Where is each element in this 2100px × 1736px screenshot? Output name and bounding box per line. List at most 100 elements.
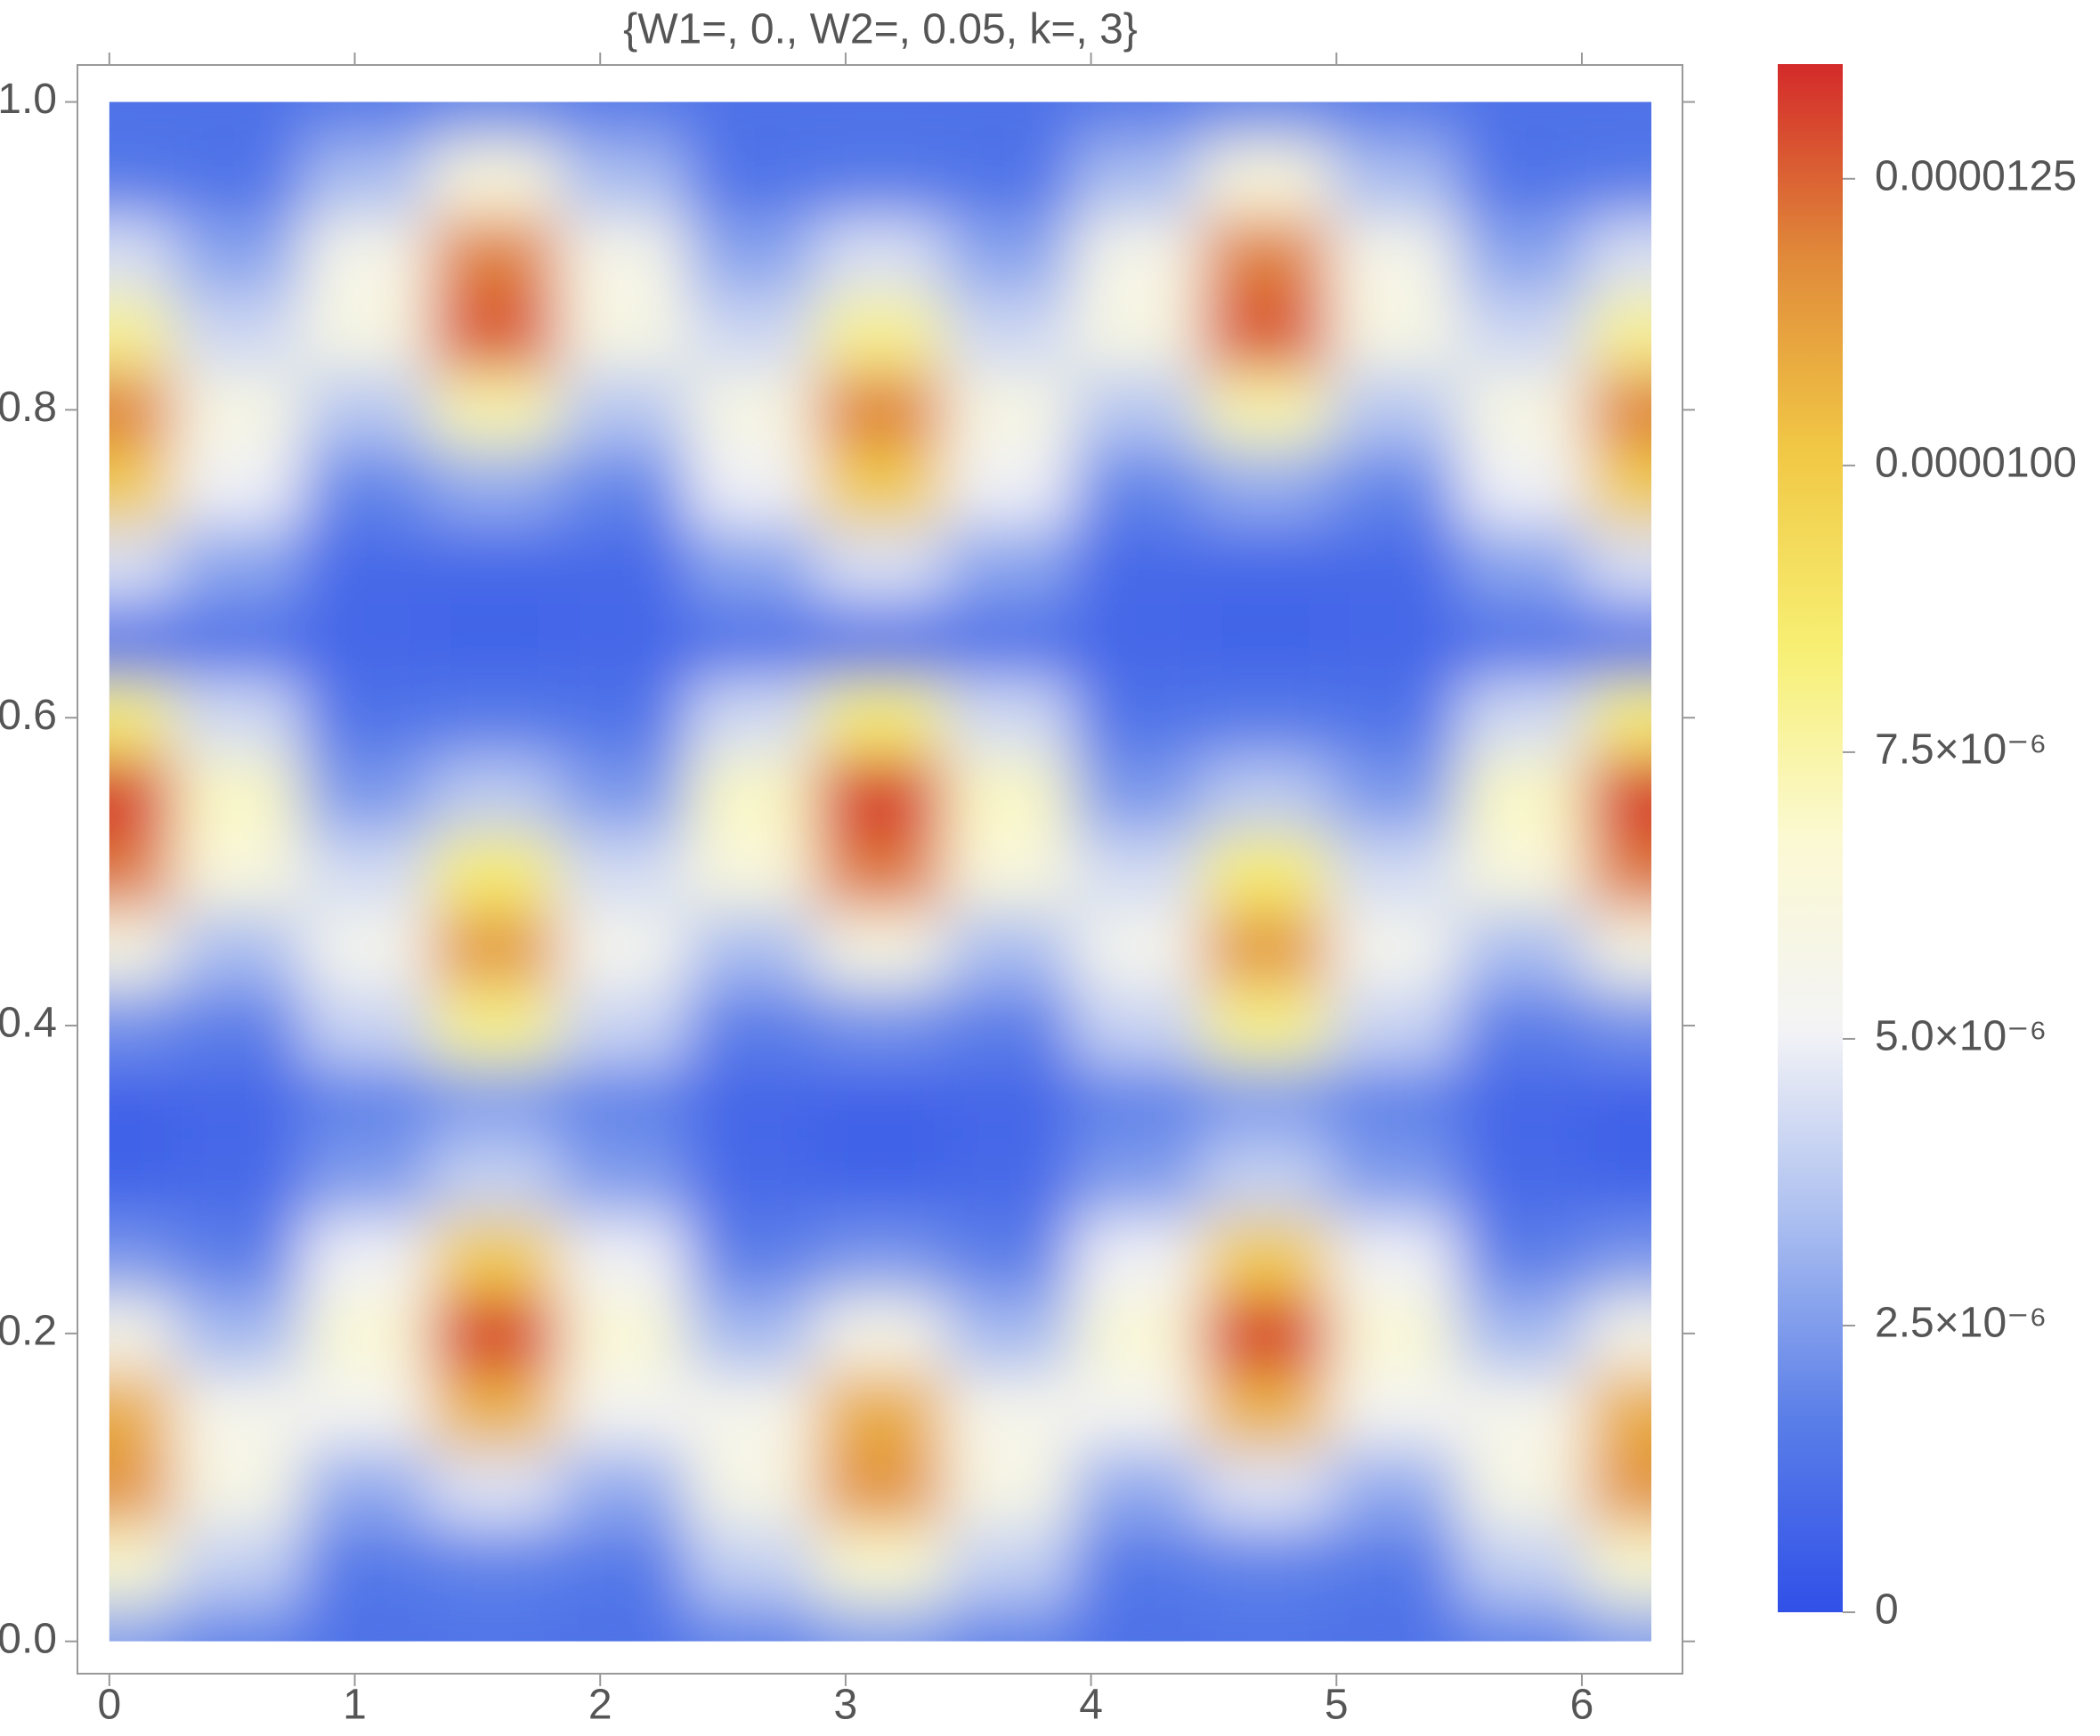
heat-cell bbox=[301, 986, 432, 1065]
heat-cell bbox=[686, 601, 817, 680]
heat-cell bbox=[173, 1525, 303, 1603]
heat-cell bbox=[1586, 1063, 1652, 1142]
heat-cell bbox=[1072, 524, 1203, 603]
heat-cell bbox=[815, 832, 945, 911]
x-tick-label: 0 bbox=[97, 1682, 121, 1729]
heat-cell bbox=[430, 140, 560, 218]
heat-cell bbox=[1201, 294, 1331, 372]
heat-cell bbox=[173, 448, 303, 526]
heat-cell bbox=[301, 601, 432, 680]
heat-cell bbox=[1201, 1371, 1331, 1450]
colorbar-tick-label: 0.0000125 bbox=[1875, 152, 2077, 199]
heat-cell bbox=[1329, 216, 1460, 296]
heat-cell bbox=[1201, 101, 1331, 142]
heat-cell bbox=[815, 140, 945, 218]
heat-cell bbox=[1329, 101, 1460, 142]
heat-cell bbox=[686, 1294, 817, 1373]
heat-cell bbox=[1329, 1294, 1460, 1373]
heat-cell bbox=[301, 294, 432, 372]
heat-cell bbox=[944, 524, 1074, 603]
heat-cell bbox=[558, 1371, 688, 1450]
heat-cell bbox=[109, 986, 174, 1065]
heat-cell bbox=[1072, 448, 1203, 526]
heat-cell bbox=[1458, 1294, 1588, 1373]
x-tick-label: 4 bbox=[1079, 1682, 1103, 1729]
heat-cell bbox=[1586, 832, 1652, 911]
heat-cell bbox=[1586, 448, 1652, 526]
heat-cell bbox=[109, 909, 174, 988]
heat-cell bbox=[173, 1063, 303, 1142]
heat-cell bbox=[1201, 1602, 1331, 1642]
heat-cell bbox=[430, 755, 560, 834]
heat-cell bbox=[815, 755, 945, 834]
heat-cell bbox=[1072, 678, 1203, 757]
heat-cell bbox=[301, 448, 432, 526]
heat-cell bbox=[1072, 1602, 1203, 1642]
heat-cell bbox=[944, 1140, 1074, 1219]
heat-cell bbox=[944, 1294, 1074, 1373]
heat-cell bbox=[686, 986, 817, 1065]
heat-cell bbox=[1201, 1217, 1331, 1296]
heat-cell bbox=[815, 1294, 945, 1373]
heat-cell bbox=[1201, 524, 1331, 603]
heat-cell bbox=[173, 1294, 303, 1373]
heat-cell bbox=[944, 909, 1074, 988]
heat-cell bbox=[1329, 601, 1460, 680]
heat-cell bbox=[1201, 1140, 1331, 1219]
heat-cell bbox=[558, 1525, 688, 1603]
heat-cell bbox=[109, 448, 174, 526]
heat-cell bbox=[301, 1063, 432, 1142]
heat-cell bbox=[944, 140, 1074, 218]
heat-cell bbox=[109, 1448, 174, 1527]
heat-cell bbox=[109, 755, 174, 834]
heat-cell bbox=[301, 1294, 432, 1373]
heat-cell bbox=[1329, 909, 1460, 988]
heat-cell bbox=[686, 1063, 817, 1142]
heat-cell bbox=[1586, 1525, 1652, 1603]
heat-cell bbox=[558, 370, 688, 450]
heat-cell bbox=[301, 678, 432, 757]
heat-cell bbox=[1072, 832, 1203, 911]
heat-cell bbox=[109, 1140, 174, 1219]
heat-cell bbox=[173, 909, 303, 988]
heat-cell bbox=[1586, 755, 1652, 834]
heat-cell bbox=[686, 1602, 817, 1642]
heat-cell bbox=[1329, 448, 1460, 526]
colorbar-tick-label: 0 bbox=[1875, 1586, 1899, 1634]
heat-cell bbox=[301, 1602, 432, 1642]
heat-cell bbox=[1586, 1602, 1652, 1642]
heat-cell bbox=[1201, 448, 1331, 526]
heat-cell bbox=[686, 101, 817, 142]
heatmap-cells bbox=[109, 101, 1652, 1642]
heat-cell bbox=[686, 1140, 817, 1219]
colorbar-tick-label: 2.5×10⁻⁶ bbox=[1875, 1300, 2047, 1347]
x-tick-label: 5 bbox=[1325, 1682, 1349, 1729]
heat-cell bbox=[558, 1217, 688, 1296]
heat-cell bbox=[1586, 1294, 1652, 1373]
heat-cell bbox=[558, 101, 688, 142]
heat-cell bbox=[1458, 755, 1588, 834]
heat-cell bbox=[301, 101, 432, 142]
heat-cell bbox=[430, 1602, 560, 1642]
heat-cell bbox=[1329, 1602, 1460, 1642]
heat-cell bbox=[1201, 140, 1331, 218]
heat-cell bbox=[1329, 370, 1460, 450]
heat-cell bbox=[686, 294, 817, 372]
heat-cell bbox=[1458, 1217, 1588, 1296]
heat-cell bbox=[558, 1448, 688, 1527]
heat-cell bbox=[944, 986, 1074, 1065]
x-tick-label: 6 bbox=[1570, 1682, 1594, 1729]
heat-cell bbox=[944, 370, 1074, 450]
heat-cell bbox=[430, 370, 560, 450]
heat-cell bbox=[173, 370, 303, 450]
heat-cell bbox=[430, 986, 560, 1065]
heat-cell bbox=[1201, 678, 1331, 757]
heat-cell bbox=[1201, 216, 1331, 296]
heat-cell bbox=[1586, 294, 1652, 372]
heat-cell bbox=[944, 448, 1074, 526]
heat-cell bbox=[109, 101, 174, 142]
heat-cell bbox=[1072, 294, 1203, 372]
heat-cell bbox=[1072, 1525, 1203, 1603]
heat-cell bbox=[815, 1602, 945, 1642]
